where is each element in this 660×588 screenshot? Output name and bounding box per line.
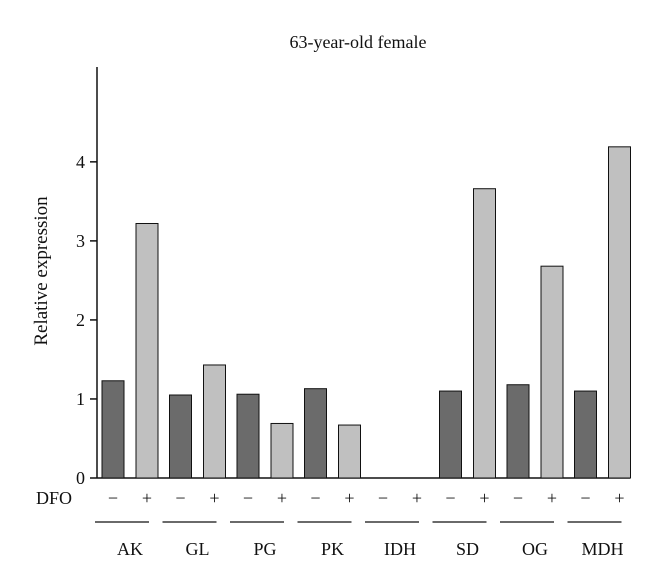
- bar-ak-minus: [101, 380, 125, 479]
- category-label-sd: SD: [456, 539, 479, 559]
- condition-sign: +: [547, 488, 557, 508]
- bar-sd-plus: [473, 188, 496, 479]
- y-axis-label: Relative expression: [31, 196, 52, 346]
- bar-gl-minus: [169, 394, 192, 479]
- condition-sign: +: [277, 488, 287, 508]
- bars: [101, 146, 631, 479]
- y-tick-label: 1: [76, 389, 85, 409]
- condition-sign: −: [378, 488, 388, 508]
- y-tick-label: 3: [76, 231, 85, 251]
- dfo-label: DFO: [36, 488, 72, 508]
- bar-pg-plus: [270, 422, 294, 479]
- y-tick-label: 0: [76, 468, 85, 488]
- bar-og-plus: [540, 265, 564, 479]
- y-tick-label: 4: [76, 152, 85, 172]
- category-label-pg: PG: [253, 539, 276, 559]
- condition-sign: −: [175, 488, 185, 508]
- condition-sign: +: [344, 488, 354, 508]
- condition-sign: −: [513, 488, 523, 508]
- bar-pk-minus: [304, 388, 327, 479]
- category-label-pk: PK: [321, 539, 344, 559]
- category-label-ak: AK: [117, 539, 143, 559]
- bar-pk-plus: [338, 424, 361, 479]
- condition-sign: −: [310, 488, 320, 508]
- condition-sign: −: [580, 488, 590, 508]
- y-ticks: 0 1 2 3 4: [76, 152, 97, 488]
- bar-mdh-minus: [574, 390, 597, 479]
- chart-title: 63-year-old female: [289, 32, 426, 52]
- condition-sign: −: [108, 488, 118, 508]
- condition-sign: +: [479, 488, 489, 508]
- category-label-mdh: MDH: [581, 539, 623, 559]
- condition-sign: +: [412, 488, 422, 508]
- bar-gl-plus: [203, 364, 226, 479]
- bar-og-minus: [506, 384, 530, 479]
- condition-sign: +: [614, 488, 624, 508]
- category-label-gl: GL: [186, 539, 210, 559]
- bar-pg-minus: [236, 393, 260, 479]
- condition-sign: +: [209, 488, 219, 508]
- condition-sign: −: [243, 488, 253, 508]
- bar-sd-minus: [439, 390, 462, 479]
- bar-ak-plus: [135, 222, 159, 479]
- bar-mdh-plus: [608, 146, 631, 479]
- condition-signs: − + − + − + − + − + − + − + − +: [108, 488, 625, 508]
- category-labels: AK GL PG PK IDH SD OG MDH: [95, 521, 624, 559]
- condition-sign: −: [445, 488, 455, 508]
- category-label-idh: IDH: [384, 539, 416, 559]
- condition-sign: +: [142, 488, 152, 508]
- category-label-og: OG: [522, 539, 548, 559]
- y-tick-label: 2: [76, 310, 85, 330]
